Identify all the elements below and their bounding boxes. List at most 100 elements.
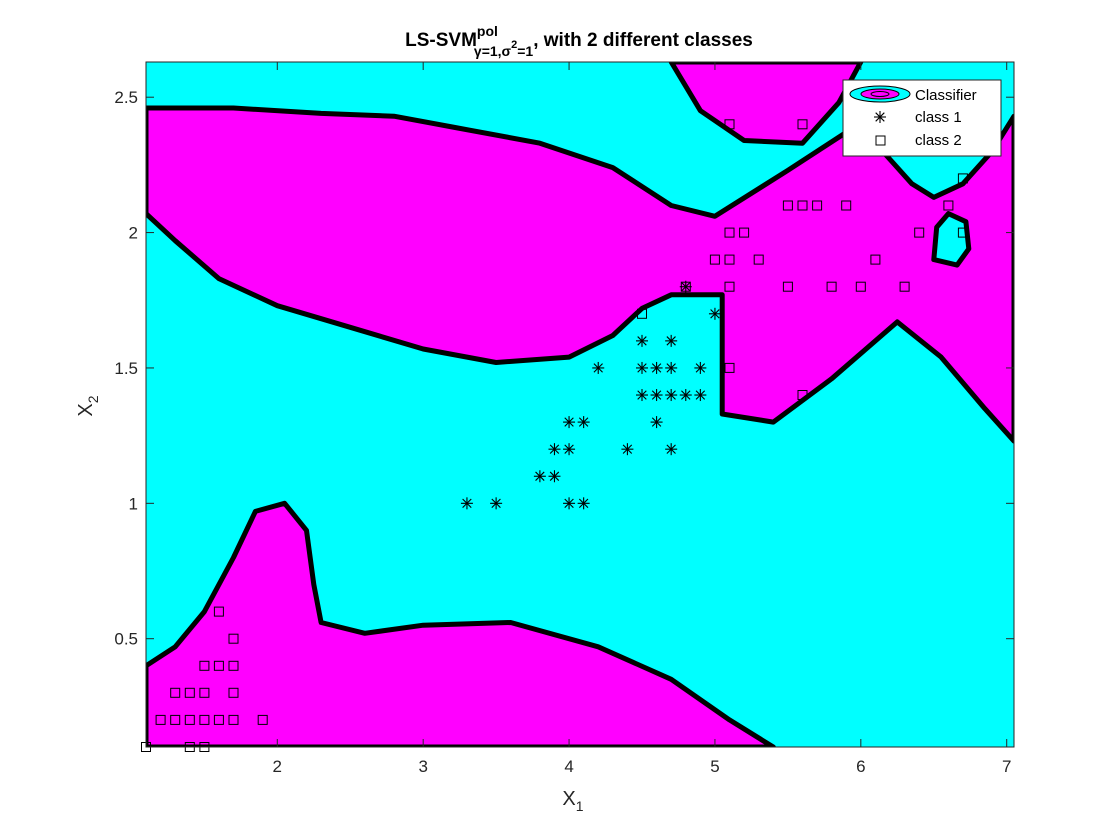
class2-point bbox=[184, 687, 195, 698]
class1-point bbox=[694, 389, 707, 402]
class1-point bbox=[533, 470, 546, 483]
class2-point bbox=[826, 281, 837, 292]
class2-point bbox=[213, 714, 224, 725]
class2-point bbox=[724, 227, 735, 238]
class2-point bbox=[213, 606, 224, 617]
chart-title: LS-SVMpol γ=1,σ2=1, with 2 different clas… bbox=[405, 23, 753, 59]
plot-area: 2 3 4 5 6 7 0.5 1 1.5 2 2.5 bbox=[114, 61, 1015, 776]
class1-point bbox=[563, 443, 576, 456]
x-axis-ticks: 2 3 4 5 6 7 bbox=[273, 62, 1011, 776]
x-tick-label: 2 bbox=[273, 757, 282, 776]
x-tick-label: 6 bbox=[856, 757, 865, 776]
y-axis-label-main: X bbox=[75, 403, 97, 416]
class1-point bbox=[636, 334, 648, 347]
title-superscript: pol bbox=[477, 23, 498, 39]
data-points bbox=[141, 92, 968, 752]
class2-point bbox=[724, 281, 735, 292]
y-axis-label: X2 bbox=[75, 395, 101, 416]
class2-point bbox=[841, 200, 852, 211]
class1-point bbox=[563, 416, 576, 429]
x-tick-label: 4 bbox=[564, 757, 573, 776]
legend-entry-class2: class 2 bbox=[915, 132, 962, 149]
x-axis-label: X1 bbox=[562, 788, 583, 814]
class2-point bbox=[257, 714, 268, 725]
class1-point bbox=[577, 416, 590, 429]
class2-point bbox=[184, 714, 195, 725]
y-tick-label: 2.5 bbox=[114, 88, 138, 107]
class2-point bbox=[899, 281, 910, 292]
class1-point bbox=[665, 361, 678, 374]
class2-point bbox=[199, 660, 210, 671]
class1-point bbox=[650, 389, 663, 402]
class2-point bbox=[812, 200, 823, 211]
class2-point bbox=[914, 227, 925, 238]
class2-point bbox=[724, 362, 735, 373]
class2-point bbox=[855, 281, 866, 292]
y-axis-ticks: 0.5 1 1.5 2 2.5 bbox=[114, 88, 1014, 649]
legend-entry-classifier: Classifier bbox=[915, 87, 977, 104]
class1-point bbox=[665, 443, 678, 456]
class2-point bbox=[797, 119, 808, 130]
title-subscript-after: =1 bbox=[517, 43, 533, 59]
legend-entry-class1: class 1 bbox=[915, 109, 962, 126]
class1-point bbox=[636, 361, 648, 374]
class2-point bbox=[170, 714, 181, 725]
class2-point bbox=[709, 254, 720, 265]
class1-point bbox=[679, 389, 692, 402]
class1-point bbox=[577, 497, 590, 510]
class2-point bbox=[724, 119, 735, 130]
y-tick-label: 1 bbox=[129, 494, 138, 513]
class2-point bbox=[228, 633, 239, 644]
y-tick-label: 0.5 bbox=[114, 630, 138, 649]
class1-point bbox=[621, 443, 634, 456]
legend-class1-marker bbox=[874, 111, 886, 123]
x-axis-label-sub: 1 bbox=[576, 798, 584, 814]
class2-point bbox=[199, 714, 210, 725]
class2-point bbox=[155, 714, 166, 725]
class2-point bbox=[797, 200, 808, 211]
class1-point bbox=[650, 416, 663, 429]
title-subscript-superscript: 2 bbox=[511, 39, 517, 51]
class1-point bbox=[665, 334, 678, 347]
class2-point bbox=[228, 687, 239, 698]
class1-point bbox=[708, 307, 721, 320]
class2-point bbox=[753, 254, 764, 265]
class1-point bbox=[548, 443, 561, 456]
class1-point bbox=[665, 389, 678, 402]
class2-point bbox=[637, 308, 647, 319]
class2-point bbox=[739, 227, 750, 238]
class2-point bbox=[680, 281, 691, 292]
class2-point bbox=[228, 660, 239, 671]
class1-point bbox=[460, 497, 473, 510]
class2-point bbox=[724, 254, 735, 265]
title-subscript: γ=1,σ bbox=[474, 43, 512, 59]
class1-point bbox=[563, 497, 576, 510]
class2-point bbox=[870, 254, 881, 265]
class2-point bbox=[943, 200, 954, 211]
x-axis-label-main: X bbox=[562, 788, 575, 810]
class2-point bbox=[782, 200, 793, 211]
class1-point bbox=[548, 470, 561, 483]
x-tick-label: 3 bbox=[418, 757, 427, 776]
class2-point bbox=[957, 173, 968, 184]
class1-island-1 bbox=[931, 211, 972, 268]
class2-point bbox=[170, 687, 181, 698]
class2-point bbox=[199, 687, 210, 698]
y-tick-label: 2 bbox=[129, 224, 138, 243]
title-rest: , with 2 different classes bbox=[533, 30, 753, 51]
y-axis-label-sub: 2 bbox=[85, 395, 101, 403]
class1-point bbox=[650, 361, 663, 374]
y-tick-label: 1.5 bbox=[114, 359, 138, 378]
plot-frame bbox=[145, 61, 1015, 748]
class2-region-2 bbox=[668, 62, 864, 146]
x-tick-label: 7 bbox=[1002, 757, 1011, 776]
class2-point bbox=[797, 390, 808, 400]
class2-point bbox=[228, 714, 239, 725]
class1-point bbox=[694, 361, 707, 374]
class2-point bbox=[957, 227, 968, 238]
title-main: LS-SVM bbox=[405, 30, 477, 51]
x-tick-label: 5 bbox=[710, 757, 719, 776]
legend-classifier-icon bbox=[849, 85, 911, 103]
decision-regions bbox=[146, 62, 1014, 747]
